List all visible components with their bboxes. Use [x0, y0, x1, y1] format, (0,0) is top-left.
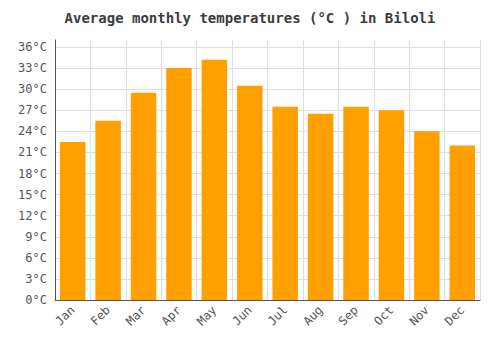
svg-text:3°C: 3°C [25, 272, 47, 286]
svg-text:Dec: Dec [442, 303, 467, 328]
svg-text:0°C: 0°C [25, 293, 47, 307]
svg-text:15°C: 15°C [18, 188, 47, 202]
svg-text:Sep: Sep [336, 303, 361, 328]
svg-text:24°C: 24°C [18, 124, 47, 138]
svg-text:Mar: Mar [123, 303, 148, 328]
svg-text:36°C: 36°C [18, 40, 47, 54]
svg-text:Nov: Nov [407, 303, 432, 328]
svg-text:27°C: 27°C [18, 103, 47, 117]
svg-text:Jul: Jul [265, 303, 290, 328]
svg-text:Average monthly temperatures (: Average monthly temperatures (°C ) in Bi… [65, 10, 436, 26]
svg-text:May: May [194, 303, 219, 328]
svg-text:Feb: Feb [88, 303, 113, 328]
svg-text:Apr: Apr [159, 303, 184, 328]
svg-text:9°C: 9°C [25, 230, 47, 244]
svg-text:Oct: Oct [371, 303, 396, 328]
svg-text:Aug: Aug [300, 303, 325, 328]
svg-text:12°C: 12°C [18, 209, 47, 223]
svg-text:Jan: Jan [52, 303, 77, 328]
svg-text:18°C: 18°C [18, 167, 47, 181]
svg-text:30°C: 30°C [18, 82, 47, 96]
svg-text:33°C: 33°C [18, 61, 47, 75]
svg-text:Jun: Jun [230, 303, 255, 328]
svg-text:6°C: 6°C [25, 251, 47, 265]
svg-text:21°C: 21°C [18, 145, 47, 159]
